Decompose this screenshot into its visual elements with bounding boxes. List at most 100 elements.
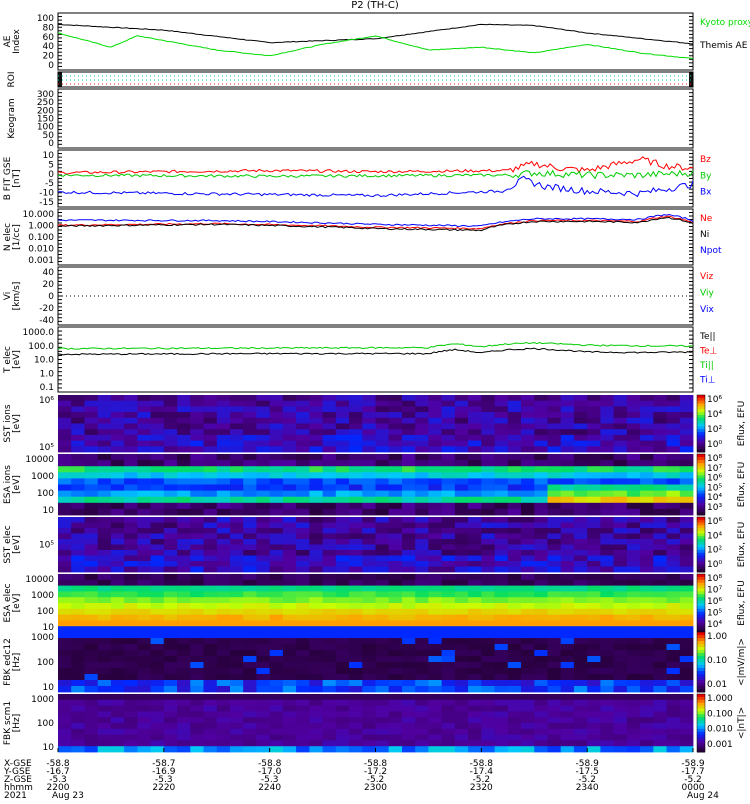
esa-elec-cell (441, 614, 456, 621)
esa-elec-cell (402, 608, 416, 615)
fbk-scm1-cell (521, 728, 535, 735)
fbk-edc12-cell (613, 686, 628, 693)
sst-elec-cell (97, 528, 112, 534)
fbk-scm1-cell (322, 734, 337, 741)
esa-elec-cell (269, 620, 284, 627)
fbk-edc12-cell (375, 668, 390, 675)
fbk-scm1-cell (335, 723, 350, 730)
esa-elec-cell (190, 591, 204, 598)
esa-elec-cell (110, 579, 125, 586)
sst-elec-cell (666, 522, 681, 529)
fbk-edc12-cell (362, 686, 376, 693)
esa-ion-cell (137, 472, 151, 479)
fbk-edc12-colorbar-segment (697, 674, 705, 678)
fbk-edc12-cell (375, 650, 390, 657)
sst-elec-cell (507, 561, 522, 567)
fbk-edc12-cell (653, 662, 667, 669)
esa-ion-cell (666, 472, 681, 479)
sst-elec-cell (190, 561, 204, 567)
esa-ion-cell (521, 466, 535, 473)
sst-ion-cell (534, 395, 548, 402)
esa-elec-cell (71, 591, 85, 598)
fbk-scm1-cell (653, 717, 667, 724)
sst-elec-cell (216, 561, 231, 567)
fbk-edc12-cell (454, 650, 469, 657)
sst-ion-cell (362, 434, 376, 441)
esa-ion-cell (481, 502, 495, 510)
fbk-edc12-cell (587, 662, 601, 669)
esa-elec-cell (653, 574, 667, 581)
fbk-scm1-colorbar-segment (697, 725, 705, 730)
sst-elec-cell (481, 533, 495, 540)
sst-ion-cell (97, 423, 112, 430)
esa-elec-cell (190, 597, 204, 604)
esa-ion-cell (560, 478, 575, 485)
sst-elec-cell (243, 517, 257, 523)
fbk-scm1-cell (190, 740, 204, 747)
fbk-edc12-cell (402, 686, 416, 693)
sst-ion-cell (375, 400, 390, 407)
xaxis-tick-y: -16.7 (46, 767, 69, 777)
fbk-scm1-cell (71, 746, 85, 753)
sst-elec-cell (137, 517, 151, 523)
esa-elec-cell (269, 626, 284, 633)
sst-ion-cell (640, 423, 654, 430)
esa-ion-cell (640, 472, 654, 479)
esa-ion-cell (640, 460, 654, 467)
sst-elec-cell (375, 539, 390, 545)
esa-elec-cell (521, 585, 535, 592)
temperature-series-te (57, 341, 694, 350)
xaxis-tick-z: -5.2 (684, 775, 702, 785)
temperature-ytick-label: 10.0 (34, 356, 54, 366)
esa-elec-ylabel-line: ESA elec (3, 583, 13, 622)
sst-ion-cell (163, 429, 178, 436)
esa-elec-cell (84, 620, 99, 627)
esa-elec-cell (481, 585, 495, 592)
sst-elec-colorbar-tick: 10² (707, 546, 722, 556)
esa-elec-cell (309, 591, 323, 598)
fbk-scm1-cell (322, 694, 337, 701)
esa-elec-cell (640, 585, 654, 592)
esa-ion-cell (441, 478, 456, 485)
esa-ion-cell (653, 496, 667, 504)
esa-elec-cell (573, 626, 588, 633)
sst-elec-cell (203, 539, 218, 545)
fbk-edc12-cell (428, 638, 442, 645)
fbk-scm1-cell (441, 746, 456, 753)
esa-elec-cell (58, 626, 72, 633)
esa-ion-cell (282, 502, 297, 510)
sst-elec-cell (481, 528, 495, 534)
esa-ion-cell (388, 508, 403, 516)
esa-elec-cell (203, 579, 218, 586)
sst-ion-cell (507, 429, 522, 436)
sst-ion-cell (58, 429, 72, 436)
esa-elec-cell (110, 614, 125, 621)
fbk-edc12-cell (468, 674, 482, 681)
fbk-scm1-cell (335, 711, 350, 718)
sst-elec-cell (640, 550, 654, 556)
fbk-edc12-cell (309, 632, 323, 639)
sst-elec-cell (587, 566, 601, 573)
fbk-scm1-cell (71, 699, 85, 706)
esa-elec-cell (269, 579, 284, 586)
sst-ion-cell (322, 446, 337, 453)
fbk-scm1-ytick-label: 10 (43, 743, 55, 753)
sst-ion-cell (547, 417, 562, 424)
esa-ion-cell (282, 460, 297, 467)
sst-elec-cell (534, 528, 548, 534)
sst-elec-cell (600, 544, 614, 551)
sst-elec-cell (58, 555, 72, 562)
sst-elec-cell (110, 561, 125, 567)
sst-elec-cell (150, 533, 165, 540)
esa-elec-cell (375, 585, 390, 592)
sst-elec-cell (560, 539, 575, 545)
fbk-edc12-cell (600, 668, 614, 675)
fbk-scm1-cell (58, 711, 72, 718)
esa-ion-cell (613, 490, 628, 498)
esa-elec-cell (256, 597, 270, 604)
esa-ion-cell (521, 490, 535, 498)
fbk-edc12-cell (322, 674, 337, 681)
sst-elec-cell (613, 517, 628, 523)
fbk-scm1-cell (269, 717, 284, 724)
fbk-edc12-cell (203, 638, 218, 645)
